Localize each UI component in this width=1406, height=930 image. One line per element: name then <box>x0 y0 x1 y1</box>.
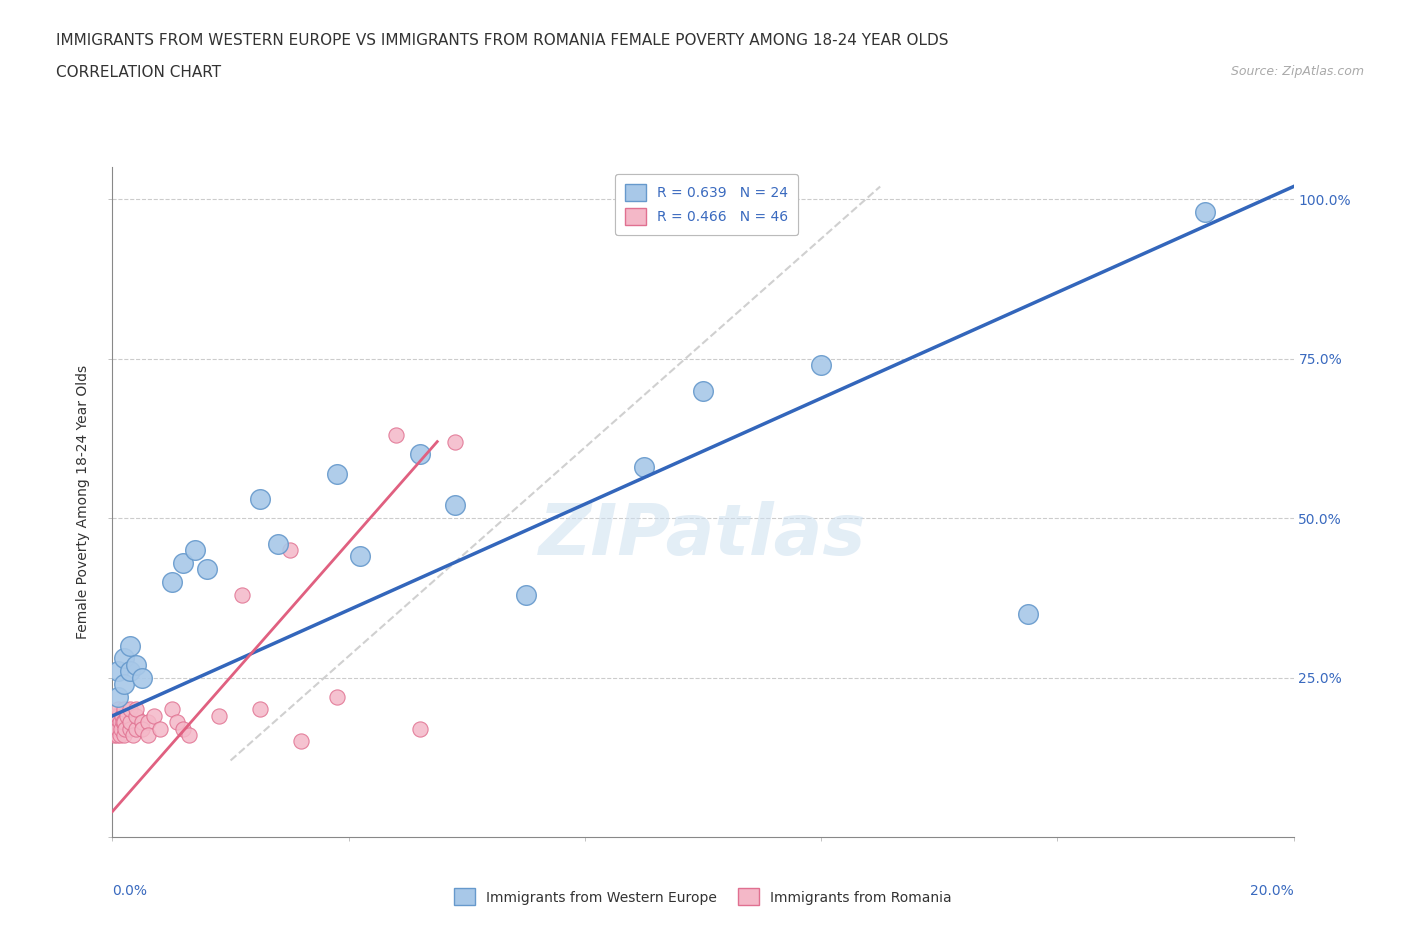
Point <box>112 715 135 730</box>
Text: CORRELATION CHART: CORRELATION CHART <box>56 65 221 80</box>
Y-axis label: Female Poverty Among 18-24 Year Olds: Female Poverty Among 18-24 Year Olds <box>76 365 90 639</box>
Point <box>249 492 271 507</box>
Legend: Immigrants from Western Europe, Immigrants from Romania: Immigrants from Western Europe, Immigran… <box>446 880 960 914</box>
Point <box>105 727 128 742</box>
Point <box>112 676 135 691</box>
Point <box>120 638 142 653</box>
Point <box>104 715 127 730</box>
Point <box>125 658 148 672</box>
Point <box>112 715 135 730</box>
Point <box>114 721 136 736</box>
Point <box>103 721 125 736</box>
Point <box>249 702 271 717</box>
Point <box>131 671 153 685</box>
Point <box>105 715 128 730</box>
Point <box>125 702 148 717</box>
Point <box>117 709 138 724</box>
Point <box>267 537 290 551</box>
Text: Source: ZipAtlas.com: Source: ZipAtlas.com <box>1230 65 1364 78</box>
Text: 0.0%: 0.0% <box>112 884 148 897</box>
Point <box>120 715 142 730</box>
Point <box>131 715 153 730</box>
Point <box>633 459 655 474</box>
Text: IMMIGRANTS FROM WESTERN EUROPE VS IMMIGRANTS FROM ROMANIA FEMALE POVERTY AMONG 1: IMMIGRANTS FROM WESTERN EUROPE VS IMMIGR… <box>56 33 949 47</box>
Point <box>142 709 165 724</box>
Point <box>108 715 131 730</box>
Point <box>107 709 129 724</box>
Point <box>112 727 135 742</box>
Point <box>349 549 371 564</box>
Point <box>444 434 467 449</box>
Point <box>231 587 253 602</box>
Point <box>136 715 159 730</box>
Point <box>172 721 194 736</box>
Point <box>326 466 349 481</box>
Point <box>110 721 132 736</box>
Point <box>120 721 142 736</box>
Point <box>810 358 832 373</box>
Point <box>160 702 183 717</box>
Point <box>103 727 125 742</box>
Point <box>125 709 148 724</box>
Point <box>125 721 148 736</box>
Point <box>195 562 218 577</box>
Point <box>111 709 134 724</box>
Point <box>290 734 312 749</box>
Point <box>160 575 183 590</box>
Point <box>104 709 127 724</box>
Point <box>1194 205 1216 219</box>
Point <box>120 664 142 679</box>
Point <box>120 702 142 717</box>
Text: ZIPatlas: ZIPatlas <box>540 501 866 570</box>
Point <box>166 715 188 730</box>
Point <box>122 727 145 742</box>
Point <box>184 542 207 557</box>
Point <box>278 542 301 557</box>
Point <box>326 689 349 704</box>
Point <box>112 702 135 717</box>
Point <box>105 721 128 736</box>
Point <box>149 721 172 736</box>
Legend: R = 0.639   N = 24, R = 0.466   N = 46: R = 0.639 N = 24, R = 0.466 N = 46 <box>616 174 799 234</box>
Point <box>408 447 430 462</box>
Point <box>1017 606 1039 621</box>
Point <box>515 587 537 602</box>
Point <box>136 727 159 742</box>
Point <box>692 383 714 398</box>
Point <box>179 727 201 742</box>
Point <box>444 498 467 512</box>
Point <box>385 428 408 443</box>
Point <box>108 727 131 742</box>
Point <box>408 721 430 736</box>
Point <box>208 709 231 724</box>
Point <box>107 721 129 736</box>
Point <box>107 689 129 704</box>
Point <box>107 702 129 717</box>
Point <box>107 664 129 679</box>
Point <box>112 651 135 666</box>
Text: 20.0%: 20.0% <box>1250 884 1294 897</box>
Point <box>172 555 194 570</box>
Point <box>131 721 153 736</box>
